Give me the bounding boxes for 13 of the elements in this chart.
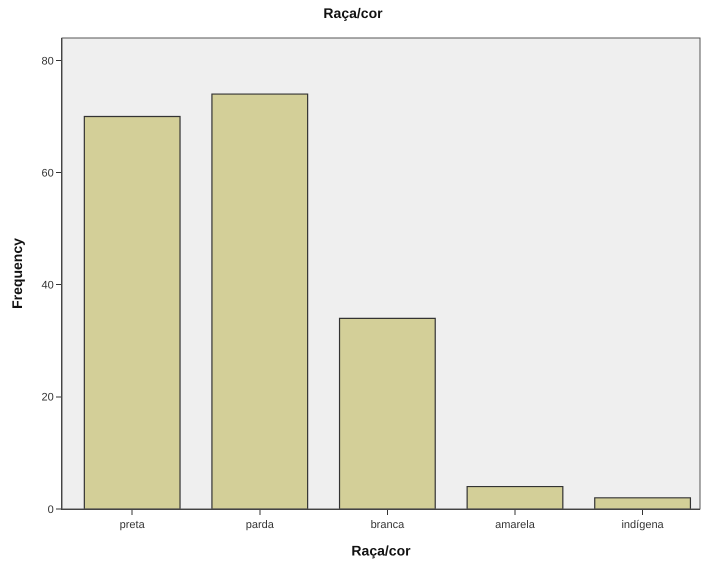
y-tick-label: 60 [42,167,54,180]
x-tick-label: parda [246,519,275,532]
x-tick-label: amarela [495,519,536,532]
chart-title: Raça/cor [323,5,384,22]
y-tick-label: 0 [48,504,54,516]
y-tick-label: 80 [42,55,54,68]
y-tick-label: 20 [42,392,54,404]
y-tick-label: 40 [42,280,54,292]
x-tick-label: preta [120,519,146,532]
x-tick-label: branca [370,519,406,532]
x-axis-title: Raça/cor [351,542,412,558]
y-axis-title: Frequency [9,238,26,309]
x-tick-label: indígena [621,519,665,532]
